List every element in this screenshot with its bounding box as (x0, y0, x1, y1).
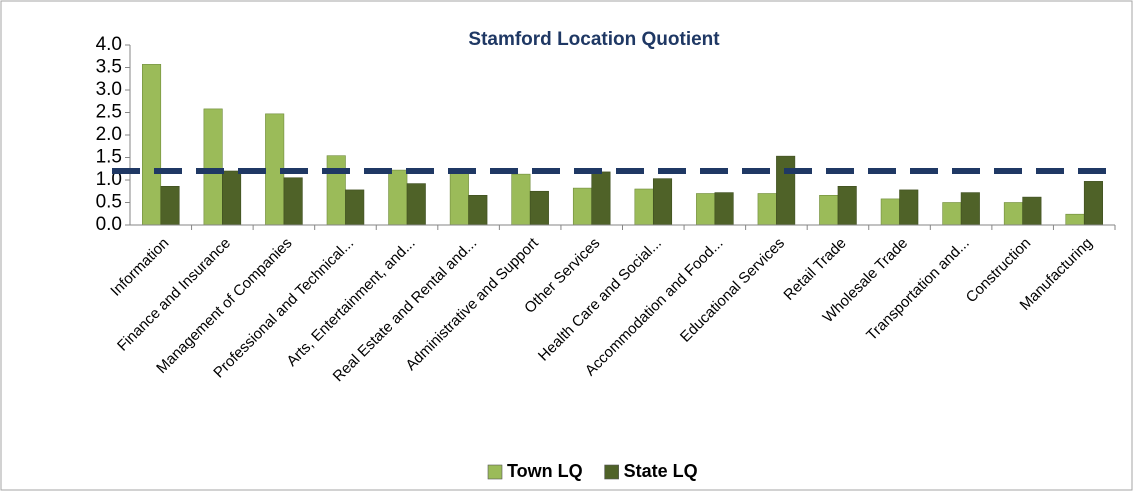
bar (1022, 196, 1042, 226)
bar (837, 186, 857, 226)
bar (714, 192, 734, 226)
bar (652, 178, 673, 226)
bar (222, 170, 242, 226)
legend-swatch (487, 464, 503, 480)
bar (326, 155, 346, 226)
legend-swatch (604, 464, 619, 480)
bar (634, 188, 654, 226)
y-tick-label: 3.0 (96, 79, 122, 100)
bar (468, 195, 488, 226)
bar (572, 187, 593, 226)
legend-label: State LQ (624, 461, 698, 481)
bar (283, 177, 303, 226)
bar (511, 173, 531, 226)
bar (942, 202, 962, 226)
y-tick-label: 0.5 (96, 192, 122, 213)
bar (388, 169, 408, 226)
bar (406, 183, 426, 226)
bar (449, 173, 469, 226)
y-tick-label: 2.0 (96, 124, 122, 145)
y-tick-label: 1.0 (96, 169, 122, 190)
bar (1083, 181, 1103, 226)
legend-label: Town LQ (507, 461, 583, 481)
bar (142, 64, 162, 226)
bar (160, 186, 180, 226)
bar (696, 193, 716, 226)
bar (880, 198, 900, 226)
y-tick-label: 0.0 (96, 214, 122, 235)
bar (960, 192, 980, 226)
bar (776, 155, 796, 226)
bar (203, 108, 223, 226)
y-tick-label: 3.5 (96, 57, 122, 78)
bar (591, 171, 611, 226)
bar (529, 190, 549, 226)
bar (757, 193, 777, 226)
bar (899, 189, 919, 226)
bar (1065, 213, 1085, 226)
bar (1003, 202, 1023, 226)
y-tick-label: 4.0 (96, 34, 122, 55)
bar (345, 189, 365, 226)
chart-title: Stamford Location Quotient (468, 29, 720, 50)
y-tick-label: 1.5 (96, 147, 122, 168)
bar (819, 195, 839, 226)
y-tick-label: 2.5 (96, 102, 122, 123)
